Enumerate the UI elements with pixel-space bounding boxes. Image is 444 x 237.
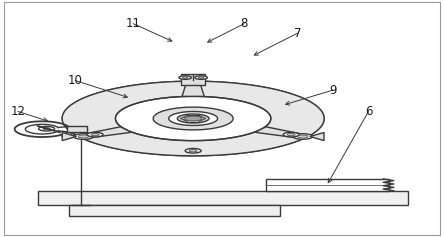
Text: 10: 10 (68, 74, 83, 87)
Polygon shape (87, 132, 103, 137)
Polygon shape (179, 76, 191, 79)
Polygon shape (283, 132, 299, 137)
Polygon shape (266, 179, 388, 191)
Polygon shape (182, 77, 188, 78)
Polygon shape (188, 81, 198, 84)
Polygon shape (181, 74, 205, 85)
Polygon shape (183, 80, 203, 85)
Text: 7: 7 (294, 27, 301, 40)
Polygon shape (91, 133, 99, 136)
Text: 9: 9 (329, 84, 337, 96)
Polygon shape (287, 133, 295, 136)
Polygon shape (182, 82, 204, 96)
Polygon shape (62, 132, 76, 141)
Polygon shape (185, 149, 201, 153)
Polygon shape (62, 81, 324, 156)
Polygon shape (185, 116, 202, 121)
Polygon shape (177, 114, 209, 123)
Text: 11: 11 (126, 17, 141, 30)
Polygon shape (293, 134, 313, 139)
Text: 8: 8 (241, 17, 248, 30)
Polygon shape (39, 126, 55, 131)
Polygon shape (195, 76, 207, 79)
Polygon shape (198, 77, 204, 78)
Polygon shape (310, 132, 324, 141)
Polygon shape (153, 107, 233, 130)
Text: 6: 6 (365, 105, 372, 118)
Polygon shape (80, 127, 131, 138)
Text: 12: 12 (10, 105, 25, 118)
Polygon shape (69, 205, 280, 216)
Polygon shape (67, 126, 87, 132)
Polygon shape (78, 135, 89, 138)
Polygon shape (62, 81, 324, 156)
Polygon shape (189, 150, 197, 152)
Polygon shape (255, 127, 306, 138)
Polygon shape (43, 128, 50, 130)
Polygon shape (38, 191, 408, 205)
Polygon shape (297, 135, 308, 138)
Polygon shape (74, 134, 93, 139)
Polygon shape (169, 112, 218, 125)
Polygon shape (115, 96, 271, 141)
